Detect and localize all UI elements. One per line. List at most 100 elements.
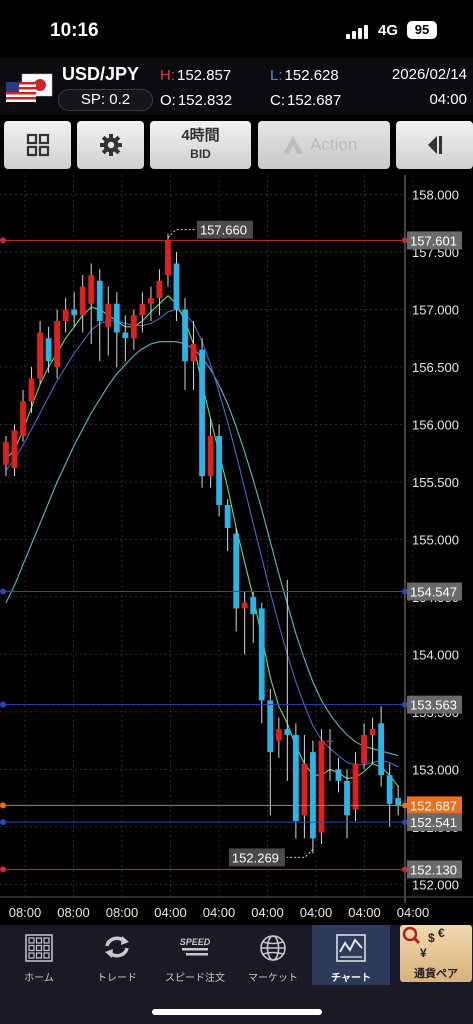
quote-header: USD/JPY SP: 0.2 H: 152.857 L: 152.628 O: 15…	[0, 58, 473, 115]
candle-body	[233, 533, 240, 609]
candle-body	[45, 338, 52, 362]
yen-symbol: ¥	[420, 946, 427, 960]
y-tick-label: 156.000	[412, 417, 459, 432]
y-tick-label: 155.000	[412, 532, 459, 547]
candle-body	[105, 303, 112, 327]
signal-icon	[346, 25, 370, 39]
price-line-axis-dot	[402, 237, 408, 244]
speed-icon-text: SPEED	[180, 937, 211, 947]
candle-body	[378, 723, 385, 776]
speed-order-icon: SPEED	[180, 937, 211, 956]
trade-arrows-icon	[105, 936, 129, 958]
chart-canvas[interactable]: 158.000157.500157.000156.500156.000155.5…	[0, 175, 473, 925]
candle-body	[224, 504, 231, 528]
candle-body	[207, 435, 214, 477]
settings-button[interactable]	[77, 121, 144, 169]
high-marker-label: 157.660	[200, 223, 247, 238]
price-line-axis-dot	[402, 802, 408, 809]
price-line-label: 157.601	[410, 233, 457, 248]
tab-speed-order[interactable]: SPEED スピード注文	[156, 925, 234, 985]
candle-body	[284, 729, 291, 735]
dollar-symbol: $	[428, 931, 435, 945]
header-date: 2026/02/14	[391, 66, 467, 83]
y-tick-label: 152.000	[412, 877, 459, 892]
tab-home-label: ホーム	[24, 973, 54, 984]
price-line-label: 152.687	[410, 798, 457, 813]
interval-button[interactable]: 4時間 BID	[150, 121, 251, 169]
candle-body	[275, 729, 282, 741]
candle-body	[28, 378, 35, 402]
candle-body	[369, 729, 376, 735]
price-line-axis-dot	[402, 588, 408, 595]
high-quote: H: 152.857	[160, 67, 232, 84]
tab-trade[interactable]: トレード	[78, 925, 156, 985]
price-line-label: 152.541	[410, 815, 457, 830]
candle-body	[130, 315, 137, 339]
tab-chart-label: チャート	[331, 973, 371, 984]
tab-trade-label: トレード	[97, 973, 137, 984]
close-quote: C: 152.687	[270, 92, 342, 109]
price-line-axis-dot	[402, 866, 408, 873]
tab-home[interactable]: ホーム	[0, 925, 78, 985]
candle-body	[20, 401, 26, 436]
chart-toolbar: 4時間 BID Action	[0, 115, 473, 175]
x-tick-label: 04:00	[397, 905, 430, 920]
battery-icon: 95	[407, 21, 437, 39]
currency-pair-icon: $ € ¥	[402, 926, 445, 960]
header-time: 04:00	[429, 91, 467, 108]
x-tick-label: 04:00	[251, 905, 284, 920]
tab-currency-pair[interactable]: $ € ¥ 通貨ペア	[400, 925, 472, 982]
candle-body	[267, 700, 274, 753]
x-tick-label: 04:00	[154, 905, 187, 920]
home-indicator[interactable]	[152, 1009, 322, 1015]
low-marker-leader	[286, 849, 314, 858]
spread-badge: SP: 0.2	[58, 89, 153, 111]
x-tick-label: 08:00	[57, 905, 90, 920]
price-line-dot	[0, 588, 6, 595]
open-quote: O: 152.832	[160, 92, 233, 109]
action-label: Action	[310, 135, 358, 154]
price-line-dot	[0, 819, 6, 826]
candlestick-chart[interactable]: 158.000 157.500 157.000 156.500 156.000 155.5…	[0, 175, 473, 925]
tab-chart[interactable]: チャート	[312, 925, 390, 985]
candle-body	[250, 596, 257, 615]
candle-body	[96, 280, 103, 322]
candle-body	[258, 608, 265, 701]
candle-body	[62, 309, 69, 322]
collapse-panel-button[interactable]	[396, 121, 473, 169]
status-time: 10:16	[50, 20, 99, 41]
y-tick-label: 158.000	[412, 188, 459, 203]
low-marker-label: 152.269	[232, 850, 279, 865]
candle-body	[344, 780, 350, 816]
candle-body	[139, 303, 146, 316]
candle-body	[216, 435, 223, 505]
tab-speed-order-label: スピード注文	[165, 973, 225, 984]
tab-market[interactable]: マーケット	[234, 925, 312, 985]
layout-grid-button[interactable]	[4, 121, 71, 169]
action-button[interactable]: Action	[258, 121, 390, 169]
candle-body	[199, 349, 205, 477]
usd-jpy-flag-icon	[6, 73, 53, 102]
candle-body	[71, 309, 78, 316]
price-line-label-bg	[407, 695, 462, 714]
candle-body	[54, 321, 61, 367]
network-type: 4G	[378, 22, 399, 39]
candle-body	[173, 263, 180, 310]
candle-body	[3, 441, 9, 465]
y-tick-label: 155.500	[412, 475, 459, 490]
interval-label: 4時間	[181, 127, 220, 144]
bottom-tab-bar: ホーム トレード SPEED スピード注文 マーケット	[0, 925, 473, 1024]
candle-body	[361, 734, 367, 764]
price-line-dot	[0, 866, 6, 873]
price-line-label-bg	[407, 582, 462, 601]
candle-body	[113, 303, 120, 333]
y-tick-label: 153.000	[412, 762, 459, 777]
candle-body	[292, 734, 299, 822]
currency-pair[interactable]: USD/JPY	[62, 64, 140, 84]
globe-icon	[260, 935, 286, 961]
candle-body	[148, 298, 154, 304]
candle-body	[190, 344, 197, 362]
low-quote: L: 152.628	[270, 67, 339, 84]
layout-grid-icon	[26, 133, 49, 157]
candle-body	[327, 740, 333, 743]
